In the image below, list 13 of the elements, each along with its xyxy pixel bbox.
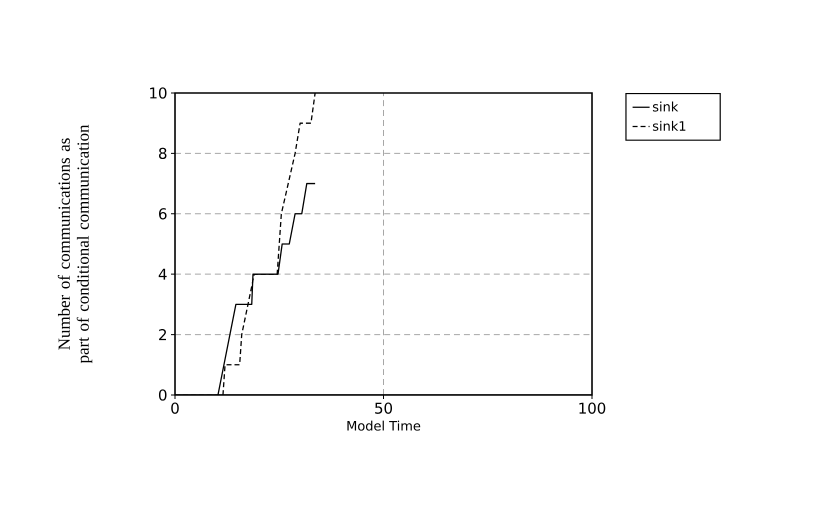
legend-label: sink (652, 102, 678, 112)
x-tick-label: 50 (375, 402, 392, 414)
x-tick-label: 100 (579, 402, 606, 414)
y-tick-label: 2 (159, 329, 166, 340)
y-axis-title: Number of communications as part of conditional communication (58, 124, 92, 364)
y-tick-label: 6 (159, 208, 167, 220)
y-tick-label: 8 (158, 148, 166, 160)
y-tick-label: 4 (158, 268, 167, 280)
x-tick-label: 0 (171, 402, 179, 414)
x-axis-title: Model Time (347, 420, 420, 431)
y-tick-label: 0 (158, 389, 166, 401)
legend-label: sink1 (652, 120, 686, 131)
y-tick-label: 10 (150, 87, 166, 99)
